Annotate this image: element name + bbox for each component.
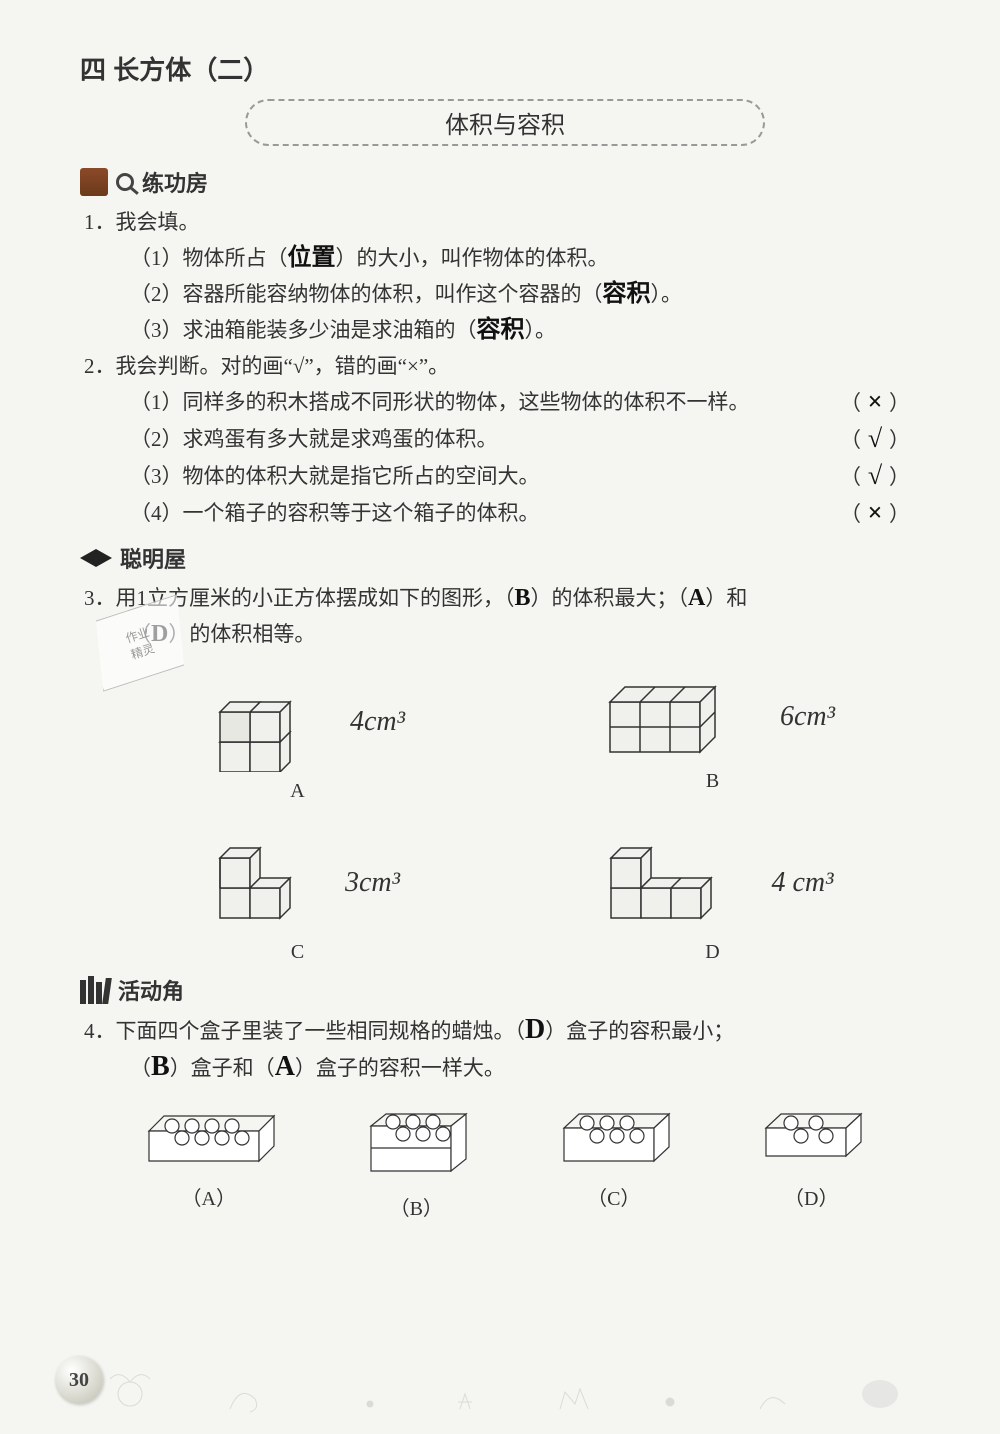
fig-C-vol: 3cm³ <box>345 867 400 899</box>
fig-A-vol: 4cm³ <box>350 706 405 738</box>
q4-ans2: B <box>151 1051 170 1082</box>
candle-box-A <box>134 1106 284 1176</box>
box-D: （D） <box>746 1106 876 1221</box>
q2-r3: （3）物体的体积大就是指它所占的空间大。 （√） <box>130 458 930 495</box>
q4-ans1: D <box>525 1014 545 1045</box>
cube-fig-D <box>591 833 741 933</box>
fig-B-vol: 6cm³ <box>780 701 835 733</box>
box-A: （A） <box>134 1106 284 1221</box>
q1-p2-b: ）。 <box>651 282 683 306</box>
q2-r3-text: （3）物体的体积大就是指它所占的空间大。 <box>130 458 540 495</box>
q1-p3-ans: 容积 <box>477 317 525 343</box>
q2-r1: （1）同样多的积木搭成不同形状的物体，这些物体的体积不一样。 （×） <box>130 384 930 421</box>
cube-fig-C <box>195 833 315 933</box>
q1-p1-ans: 位置 <box>288 245 336 271</box>
q4-line1: 4．下面四个盒子里装了一些相同规格的蜡烛。（D）盒子的容积最小； <box>84 1012 930 1049</box>
q1-p3: （3）求油箱能装多少油是求油箱的（容积）。 <box>130 312 930 348</box>
q1-p3-b: ）。 <box>525 318 557 342</box>
q1-p2-ans: 容积 <box>603 281 651 307</box>
magnifier-icon <box>116 173 134 191</box>
box-D-label: （D） <box>746 1182 876 1211</box>
q1-p2-a: （2）容器所能容纳物体的体积，叫作这个容器的（ <box>130 282 603 306</box>
fig-B: 6cm³ B <box>535 672 890 803</box>
q2-a4: × <box>861 495 889 531</box>
q1-p1-b: ）的大小，叫作物体的体积。 <box>336 246 609 270</box>
q3-ans1: B <box>515 585 531 611</box>
books-icon <box>80 976 110 1004</box>
candle-box-D <box>746 1106 876 1176</box>
section-1-title: 练功房 <box>142 166 208 198</box>
candle-box-B <box>351 1106 481 1186</box>
book-icon <box>80 168 108 196</box>
q4-l2a: （ <box>130 1056 151 1080</box>
q2-a1: × <box>861 384 889 420</box>
fig-C-label: C <box>291 941 304 964</box>
box-C: （C） <box>549 1106 679 1221</box>
q2-r4-text: （4）一个箱子的容积等于这个箱子的体积。 <box>130 495 540 532</box>
q2-r3-paren: （√） <box>840 458 910 495</box>
box-A-label: （A） <box>134 1182 284 1211</box>
q4-l2b: ）盒子和（ <box>170 1056 275 1080</box>
q3-l1b: ）的体积最大；（ <box>531 586 689 610</box>
q2-r4: （4）一个箱子的容积等于这个箱子的体积。 （×） <box>130 495 930 532</box>
q2-a3: √ <box>861 458 889 494</box>
q2-r2-paren: （√） <box>840 421 910 458</box>
q2-a2: √ <box>861 421 889 457</box>
box-B: （B） <box>351 1106 481 1221</box>
q1-title: 1．我会填。 <box>84 204 930 240</box>
box-C-label: （C） <box>549 1182 679 1211</box>
q2-r1-paren: （×） <box>840 384 910 421</box>
fig-D-vol: 4 cm³ <box>771 867 833 899</box>
q4-l1a: 4．下面四个盒子里装了一些相同规格的蜡烛。（ <box>84 1019 525 1043</box>
candle-box-C <box>549 1106 679 1176</box>
q3-line1: 3．用1立方厘米的小正方体摆成如下的图形，（B）的体积最大；（A）和 <box>84 580 930 616</box>
q3-ans2: A <box>688 585 705 611</box>
q1-p1: （1）物体所占（位置）的大小，叫作物体的体积。 <box>130 240 930 276</box>
cap-icon <box>80 549 112 567</box>
cube-fig-B <box>590 672 750 762</box>
q3-line2: （D）的体积相等。 <box>130 616 930 652</box>
q4-l1b: ）盒子的容积最小； <box>545 1019 734 1043</box>
q1-p3-a: （3）求油箱能装多少油是求油箱的（ <box>130 318 477 342</box>
fig-D: 4 cm³ D <box>535 833 890 964</box>
q4-ans3: A <box>275 1051 295 1082</box>
fig-A: 4cm³ A <box>120 672 475 803</box>
page-number: 30 <box>55 1356 103 1404</box>
q3-figures: 4cm³ A 6cm³ <box>120 672 890 964</box>
q1-p2: （2）容器所能容纳物体的体积，叫作这个容器的（容积）。 <box>130 276 930 312</box>
q2-r2-text: （2）求鸡蛋有多大就是求鸡蛋的体积。 <box>130 421 498 458</box>
q4-line2: （B）盒子和（A）盒子的容积一样大。 <box>130 1049 930 1086</box>
section-3-title: 活动角 <box>118 974 184 1006</box>
section-3-head: 活动角 <box>80 974 930 1006</box>
section-2-title: 聪明屋 <box>120 542 186 574</box>
fig-C: 3cm³ C <box>120 833 475 964</box>
q2-r2: （2）求鸡蛋有多大就是求鸡蛋的体积。 （√） <box>130 421 930 458</box>
q2-title: 2．我会判断。对的画“√”，错的画“×”。 <box>84 348 930 384</box>
cube-fig-A <box>190 672 320 772</box>
q3-l1c: ）和 <box>705 586 747 610</box>
chapter-title: 四 长方体（二） <box>80 50 930 87</box>
footer-decoration <box>110 1364 910 1414</box>
q4-l2c: ）盒子的容积一样大。 <box>295 1056 505 1080</box>
fig-D-label: D <box>705 941 719 964</box>
q2-r1-text: （1）同样多的积木搭成不同形状的物体，这些物体的体积不一样。 <box>130 384 750 421</box>
box-B-label: （B） <box>351 1192 481 1221</box>
q1-p1-a: （1）物体所占（ <box>130 246 288 270</box>
fig-B-label: B <box>706 770 719 793</box>
section-1-head: 练功房 <box>80 166 930 198</box>
subtitle-box: 体积与容积 <box>245 99 765 146</box>
section-2-head: 聪明屋 <box>80 542 930 574</box>
fig-A-label: A <box>290 780 304 803</box>
q3-l2b: ）的体积相等。 <box>168 622 315 646</box>
q2-r4-paren: （×） <box>840 495 910 532</box>
q4-boxes: （A） （B） <box>100 1106 910 1221</box>
